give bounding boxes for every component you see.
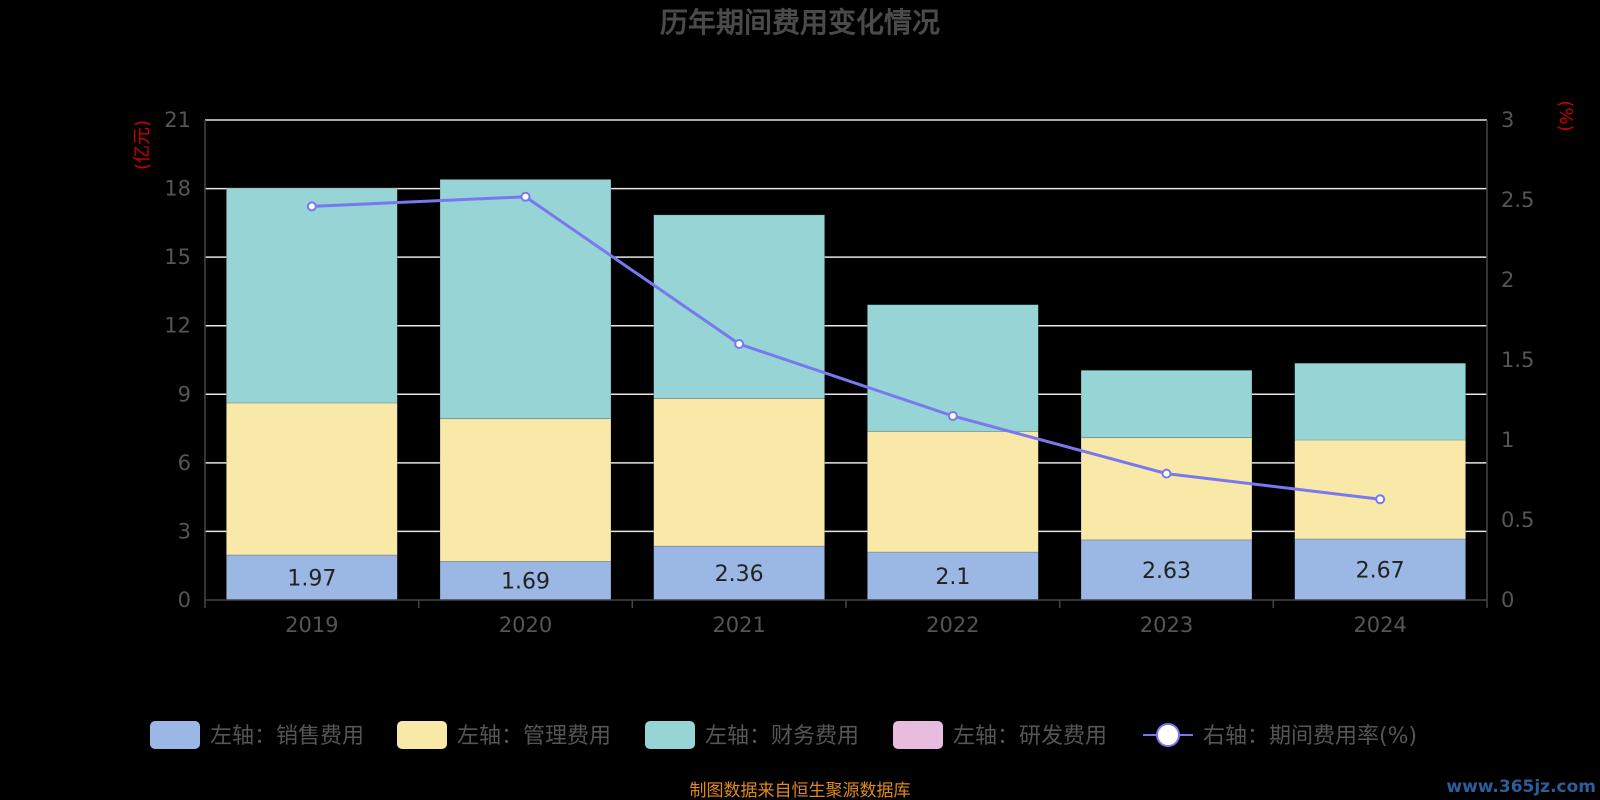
bar-segment (439, 561, 612, 601)
bar-segment (653, 398, 825, 547)
bar-segment (226, 402, 398, 556)
left-tick-label: 18 (164, 177, 191, 201)
bar-value-label: 2.63 (1142, 559, 1191, 584)
expense-rate-point (520, 191, 531, 202)
left-tick-label: 21 (164, 108, 191, 132)
left-tick-label: 0 (178, 588, 191, 612)
legend-label: 左轴：管理费用 (457, 724, 611, 749)
bar-segment (1294, 439, 1466, 540)
left-axis-unit: (亿元) (132, 120, 153, 170)
bars (226, 179, 1466, 601)
right-axis-unit: (%) (1555, 100, 1576, 131)
right-tick-label: 0 (1501, 588, 1514, 612)
bar-value-label: 1.97 (287, 566, 336, 591)
x-tick-label: 2021 (712, 613, 765, 637)
bar-segment (1080, 369, 1253, 439)
right-tick-label: 1.5 (1501, 348, 1534, 372)
x-tick-label: 2023 (1140, 613, 1193, 637)
right-tick-label: 3 (1501, 108, 1514, 132)
legend-label: 右轴：期间费用率(%) (1203, 724, 1417, 749)
legend-swatch (397, 721, 447, 749)
right-tick-label: 1 (1501, 428, 1514, 452)
legend-circle-marker (1156, 723, 1180, 747)
bar-segment (867, 431, 1039, 553)
right-tick-label: 2 (1501, 268, 1514, 292)
expense-rate-line (306, 191, 1386, 505)
bar-segment (226, 188, 398, 404)
x-tick-label: 2019 (285, 613, 338, 637)
bar-segment (653, 214, 825, 399)
expense-rate-point (1375, 494, 1386, 505)
legend-swatch (645, 721, 695, 749)
bar-segment (439, 418, 612, 562)
chart-title: 历年期间费用变化情况 (660, 6, 940, 39)
left-tick-label: 6 (178, 451, 191, 475)
axes: 0 3 6 9 12 15 18 21 0 0.5 1 1.5 2 2.5 3 2019 2020 2021 202… (164, 108, 1534, 637)
left-tick-label: 15 (164, 245, 191, 269)
legend-label: 左轴：研发费用 (953, 724, 1107, 749)
left-tick-label: 12 (164, 314, 191, 338)
right-tick-label: 0.5 (1501, 508, 1534, 532)
x-tick-label: 2020 (499, 613, 552, 637)
bar-labels: 1.97 1.69 2.36 2.1 2.63 2.67 (287, 558, 1404, 594)
expense-rate-point (734, 339, 745, 349)
expense-rate-point (947, 411, 958, 421)
legend-label: 左轴：销售费用 (210, 724, 364, 749)
bar-segment (439, 179, 612, 420)
bar-segment (1080, 437, 1253, 541)
bar-segment (653, 545, 825, 601)
bar-segment (1080, 539, 1253, 601)
bar-segment (1294, 538, 1466, 601)
bar-value-label: 2.1 (935, 565, 970, 590)
right-tick-label: 2.5 (1501, 188, 1534, 212)
legend-swatch (150, 721, 200, 749)
legend-swatch (893, 721, 943, 749)
legend-label: 左轴：财务费用 (705, 724, 859, 749)
bar-segment (867, 304, 1039, 432)
bar-segment (1294, 362, 1466, 441)
expense-rate-point (1161, 468, 1172, 479)
bar-value-label: 1.69 (501, 570, 550, 595)
x-tick-label: 2022 (926, 613, 979, 637)
data-source-note: 制图数据来自恒生聚源数据库 (690, 781, 911, 800)
left-tick-label: 3 (178, 519, 191, 543)
bar-value-label: 2.67 (1356, 558, 1405, 583)
watermark: www.365jz.com (1446, 777, 1596, 797)
x-tick-label: 2024 (1353, 613, 1406, 637)
expense-rate-polyline (311, 195, 1381, 501)
bar-segment (867, 551, 1039, 601)
expense-rate-point (306, 201, 317, 212)
legend: 左轴：销售费用 左轴：管理费用 左轴：财务费用 左轴：研发费用 右轴：期间费用率(%) (150, 721, 1417, 749)
grid-lines (205, 119, 1487, 533)
bar-value-label: 2.36 (715, 562, 764, 587)
left-tick-label: 9 (178, 382, 191, 406)
